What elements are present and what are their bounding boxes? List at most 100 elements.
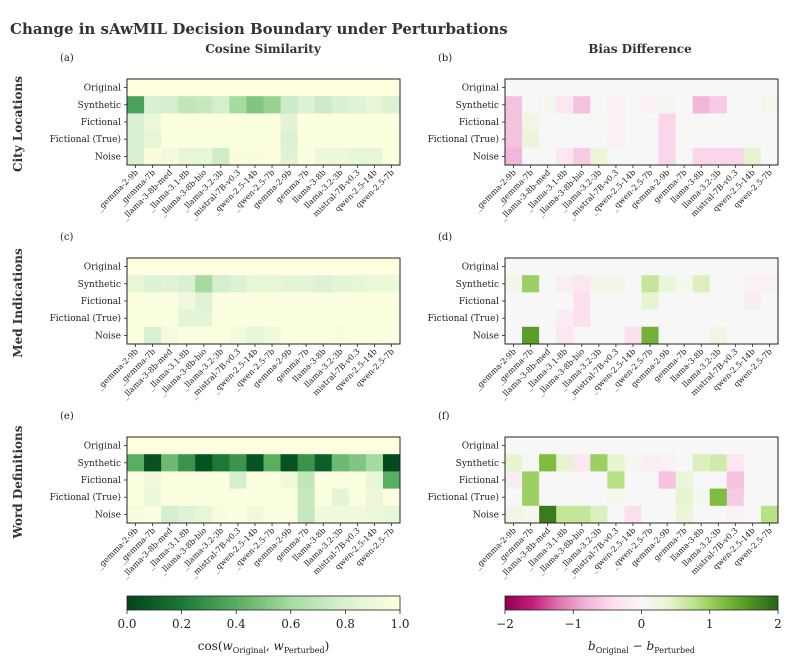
heatmap-cell — [539, 113, 557, 131]
heatmap-cell — [505, 147, 523, 166]
heatmap-cell — [280, 292, 299, 310]
heatmap-cell — [743, 437, 762, 455]
heatmap-cell — [348, 505, 367, 524]
heatmap-cell — [675, 292, 694, 310]
heatmap-cell — [505, 471, 523, 489]
heatmap-cell — [624, 130, 642, 149]
heatmap-cell — [297, 147, 316, 166]
heatmap-cell — [144, 147, 162, 166]
heatmap-cell — [726, 309, 745, 328]
heatmap-cell — [641, 326, 659, 345]
heatmap-cell — [590, 505, 608, 524]
heatmap-cell — [161, 505, 179, 524]
heatmap-cell — [365, 113, 384, 131]
heatmap-cell — [348, 113, 367, 131]
heatmap-cell — [573, 130, 591, 149]
heatmap-cell — [607, 292, 625, 310]
y-tick-label: Fictional (True) — [50, 134, 121, 145]
heatmap-cell — [675, 113, 694, 131]
row-title-med-indications: Med Indications — [11, 248, 25, 358]
heatmap-cell — [760, 309, 779, 328]
heatmap-cell — [246, 292, 264, 310]
heatmap-cell — [297, 505, 316, 524]
heatmap-cell — [178, 471, 196, 489]
heatmap-cell — [522, 437, 540, 455]
heatmap-cell — [658, 437, 677, 455]
heatmap-cell — [246, 437, 264, 455]
heatmap-cell — [161, 488, 179, 507]
heatmap-cell — [760, 488, 779, 507]
heatmap-cell — [641, 147, 659, 166]
heatmap-cell — [297, 488, 316, 507]
heatmap-cell — [607, 79, 625, 97]
heatmap-cell — [212, 326, 230, 345]
heatmap-cell — [760, 258, 779, 276]
heatmap-cell — [280, 488, 299, 507]
heatmap-cell — [760, 437, 779, 455]
figure-title: Change in sAwMIL Decision Boundary under… — [10, 20, 508, 38]
heatmap-cell — [331, 258, 350, 276]
heatmap-cell — [709, 258, 728, 276]
heatmap-cell — [505, 113, 523, 131]
heatmap-cell — [624, 258, 642, 276]
heatmap-cell — [675, 437, 694, 455]
y-tick-label: Noise — [473, 152, 499, 162]
heatmap-cell — [365, 79, 384, 97]
heatmap-cell — [607, 326, 625, 345]
y-tick-label: Fictional (True) — [428, 134, 499, 145]
heatmap-cell — [195, 309, 213, 328]
heatmap-cell — [590, 130, 608, 149]
heatmap-cell — [505, 437, 523, 455]
heatmap-cell — [212, 147, 230, 166]
heatmap-cell — [178, 292, 196, 310]
heatmap-cell — [624, 309, 642, 328]
heatmap-cell — [624, 96, 642, 114]
y-tick-label: Original — [84, 263, 121, 273]
heatmap-cell — [263, 113, 281, 131]
heatmap-cell — [658, 79, 677, 97]
heatmap-cell — [331, 326, 350, 345]
heatmap-cell — [675, 275, 694, 293]
heatmap-cell — [692, 275, 711, 293]
heatmap-cell — [539, 258, 557, 276]
heatmap-cell — [692, 292, 711, 310]
heatmap-cell — [658, 326, 677, 345]
heatmap-cell — [212, 454, 230, 472]
heatmap-cell — [624, 292, 642, 310]
heatmap-cell — [692, 258, 711, 276]
heatmap-cell — [348, 292, 367, 310]
heatmap-cell — [658, 275, 677, 293]
heatmap-cell — [709, 326, 728, 345]
heatmap-cell — [212, 258, 230, 276]
heatmap-cell — [246, 275, 264, 293]
heatmap-cell — [246, 113, 264, 131]
heatmap-cell — [229, 471, 247, 489]
heatmap-cell — [365, 130, 384, 149]
heatmap-cell — [573, 292, 591, 310]
heatmap-cell — [556, 130, 574, 149]
heatmap-cell — [624, 147, 642, 166]
heatmap-cell — [161, 437, 179, 455]
heatmap-cell — [709, 113, 728, 131]
y-tick-label: Fictional — [81, 476, 121, 486]
heatmap-cell — [641, 113, 659, 131]
heatmap-cell — [280, 454, 299, 472]
heatmap-cell — [692, 471, 711, 489]
y-tick-label: Synthetic — [456, 280, 499, 290]
heatmap-cell — [556, 471, 574, 489]
heatmap-cell — [365, 326, 384, 345]
heatmap-cell — [743, 292, 762, 310]
heatmap-cell — [556, 309, 574, 328]
heatmap-cell — [556, 96, 574, 114]
heatmap-cell — [348, 309, 367, 328]
heatmap-cell — [539, 488, 557, 507]
heatmap-cell — [641, 292, 659, 310]
heatmap-cell — [365, 505, 384, 524]
heatmap-cell — [365, 488, 384, 507]
heatmap-cell — [505, 326, 523, 345]
y-tick-label: Noise — [95, 152, 121, 162]
heatmap-cell — [178, 258, 196, 276]
heatmap-cell — [556, 454, 574, 472]
colorbar-tick-label: 0.8 — [336, 617, 355, 631]
heatmap-cell — [556, 326, 574, 345]
